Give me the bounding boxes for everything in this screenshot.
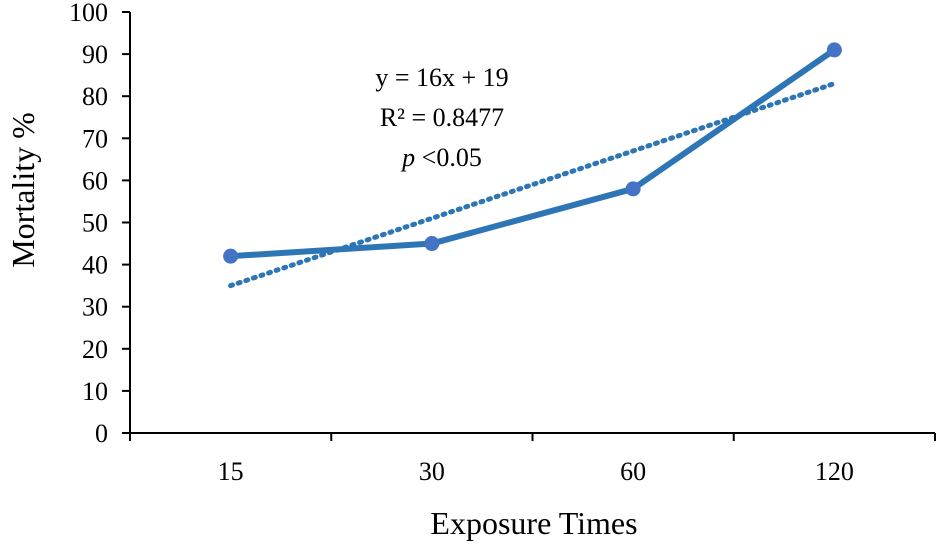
y-tick-label: 60 bbox=[82, 166, 108, 195]
trend-equation: y = 16x + 19 bbox=[375, 63, 508, 92]
y-tick-label: 70 bbox=[82, 124, 108, 153]
x-tick-label: 120 bbox=[815, 457, 854, 486]
data-point bbox=[223, 248, 239, 264]
y-axis-ticks: 0 10 20 30 40 50 60 70 80 90 100 bbox=[69, 0, 130, 448]
data-point bbox=[625, 181, 641, 197]
p-symbol: p bbox=[400, 143, 415, 172]
x-tick-label: 60 bbox=[620, 457, 646, 486]
y-tick-label: 50 bbox=[82, 209, 108, 238]
y-tick-label: 40 bbox=[82, 251, 108, 280]
y-tick-label: 10 bbox=[82, 377, 108, 406]
x-tick-label: 15 bbox=[218, 457, 244, 486]
y-tick-label: 0 bbox=[95, 419, 108, 448]
data-point bbox=[424, 236, 440, 252]
x-axis-title: Exposure Times bbox=[430, 505, 637, 541]
y-axis-title: Mortality % bbox=[5, 112, 41, 268]
series-markers bbox=[223, 42, 842, 264]
y-tick-label: 20 bbox=[82, 335, 108, 364]
y-tick-label: 80 bbox=[82, 82, 108, 111]
data-point bbox=[826, 42, 842, 58]
x-tick-label: 30 bbox=[419, 457, 445, 486]
trend-p-value: p <0.05 bbox=[400, 143, 482, 172]
y-tick-label: 30 bbox=[82, 293, 108, 322]
p-threshold: <0.05 bbox=[415, 143, 482, 172]
y-tick-label: 90 bbox=[82, 40, 108, 69]
x-axis-ticks: 15 30 60 120 bbox=[129, 433, 936, 486]
series-line bbox=[230, 47, 837, 260]
trend-r-squared: R² = 0.8477 bbox=[380, 103, 504, 132]
y-tick-label: 100 bbox=[69, 0, 108, 27]
trend-annotation: y = 16x + 19 R² = 0.8477 p <0.05 bbox=[375, 63, 508, 172]
